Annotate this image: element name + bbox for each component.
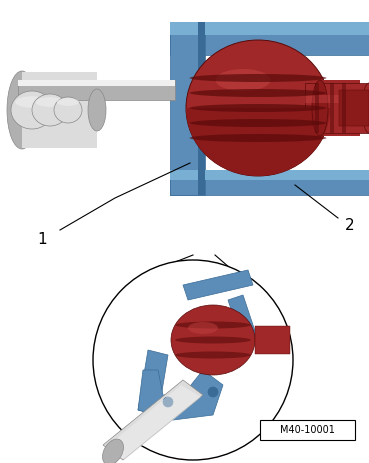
Ellipse shape [32, 94, 68, 126]
Ellipse shape [190, 89, 327, 97]
Text: 1: 1 [37, 232, 47, 248]
Ellipse shape [188, 322, 218, 334]
Bar [170, 170, 369, 180]
Bar [342, 83, 346, 133]
Ellipse shape [175, 337, 251, 344]
Text: 2: 2 [345, 218, 355, 232]
Circle shape [163, 397, 173, 407]
Bar [260, 420, 355, 440]
Polygon shape [103, 380, 203, 460]
Circle shape [93, 260, 293, 460]
Bar [205, 90, 255, 126]
Bar [170, 22, 205, 195]
Ellipse shape [175, 351, 251, 358]
Polygon shape [186, 108, 330, 176]
Bar [18, 80, 175, 86]
Ellipse shape [11, 91, 53, 129]
Ellipse shape [54, 97, 82, 123]
Polygon shape [183, 270, 253, 300]
Bar [18, 80, 175, 100]
Ellipse shape [7, 71, 37, 149]
Bar [255, 326, 290, 354]
Bar [315, 83, 319, 133]
Polygon shape [105, 385, 201, 460]
Text: M40-10001: M40-10001 [280, 425, 335, 435]
Bar [170, 170, 369, 195]
Ellipse shape [88, 89, 106, 131]
Ellipse shape [190, 74, 327, 82]
Ellipse shape [35, 97, 65, 107]
Ellipse shape [312, 80, 328, 136]
Ellipse shape [57, 98, 79, 106]
Bar [170, 22, 369, 55]
Ellipse shape [15, 96, 49, 108]
Ellipse shape [362, 83, 369, 133]
Bar [320, 80, 360, 136]
Bar [305, 95, 369, 103]
Ellipse shape [186, 40, 330, 176]
Bar [170, 22, 369, 35]
Polygon shape [138, 350, 168, 415]
Circle shape [208, 387, 218, 397]
Ellipse shape [103, 439, 124, 463]
Ellipse shape [175, 321, 251, 329]
Bar [339, 90, 369, 126]
Polygon shape [228, 295, 258, 345]
Bar [198, 22, 205, 195]
Ellipse shape [190, 119, 327, 127]
Ellipse shape [171, 305, 255, 375]
Bar [330, 83, 334, 133]
Ellipse shape [215, 69, 270, 91]
Bar [305, 83, 369, 133]
Polygon shape [138, 370, 223, 420]
Bar [22, 72, 97, 148]
Ellipse shape [190, 104, 327, 112]
Ellipse shape [190, 134, 327, 142]
